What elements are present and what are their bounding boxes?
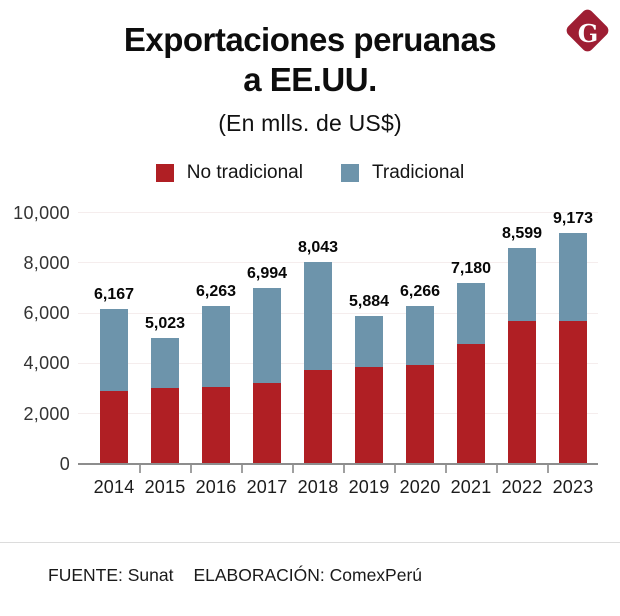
footer-divider	[0, 542, 620, 543]
x-axis-label: 2019	[348, 477, 390, 497]
bar-segment-no-tradicional	[304, 370, 332, 464]
bar-segment-tradicional	[151, 337, 179, 389]
bar-segment-tradicional	[406, 306, 434, 365]
bar-total-label: 7,180	[450, 260, 492, 278]
chart-legend: No tradicional Tradicional	[0, 162, 620, 184]
legend-item-tradicional: Tradicional	[340, 162, 465, 184]
gestion-logo: G	[563, 7, 613, 60]
source-text: FUENTE: Sunat	[48, 565, 174, 585]
bar-total-label: 6,167	[93, 285, 135, 303]
y-axis-label: 10,000	[13, 202, 70, 223]
x-axis-label: 2022	[501, 477, 543, 497]
gridline	[78, 262, 598, 264]
x-axis-label: 2021	[450, 477, 492, 497]
x-axis-tick	[291, 464, 294, 473]
gridline	[78, 413, 598, 415]
bar-segment-no-tradicional	[151, 388, 179, 464]
bar-segment-no-tradicional	[457, 343, 485, 464]
x-axis-label: 2016	[195, 477, 237, 497]
x-axis-label: 2015	[144, 477, 186, 497]
bar-segment-no-tradicional	[202, 386, 230, 464]
bar-total-label: 5,023	[144, 314, 186, 332]
bar-total-label: 8,043	[297, 238, 339, 256]
bar-segment-no-tradicional	[100, 391, 128, 464]
bar-segment-tradicional	[508, 247, 536, 322]
chart-subtitle: (En mlls. de US$)	[218, 110, 402, 136]
footer: FUENTE: Sunat ELABORACIÓN: ComexPerú	[48, 565, 422, 586]
bar-total-label: 6,263	[195, 283, 237, 301]
x-axis-tick	[546, 464, 549, 473]
x-axis-tick	[189, 464, 192, 473]
x-axis-tick	[342, 464, 345, 473]
bar-segment-no-tradicional	[355, 366, 383, 464]
x-axis-label: 2023	[552, 477, 594, 497]
elaboration-text: ELABORACIÓN: ComexPerú	[193, 565, 423, 585]
y-axis-label: 8,000	[23, 252, 70, 273]
bar-segment-tradicional	[559, 233, 587, 322]
bar-segment-tradicional	[304, 261, 332, 371]
bar-total-label: 9,173	[552, 210, 594, 228]
title-line-2: a EE.UU.	[243, 61, 377, 98]
x-axis-tick	[495, 464, 498, 473]
gridline	[78, 312, 598, 314]
x-axis-line	[78, 463, 598, 465]
bar-segment-tradicional	[355, 316, 383, 367]
y-axis-label: 6,000	[23, 303, 70, 324]
x-axis-tick	[393, 464, 396, 473]
bar-total-label: 8,599	[501, 224, 543, 242]
bar-segment-tradicional	[457, 283, 485, 344]
x-axis-label: 2018	[297, 477, 339, 497]
bar-segment-no-tradicional	[508, 321, 536, 464]
x-axis-tick	[444, 464, 447, 473]
logo-letter: G	[577, 18, 599, 48]
y-axis-label: 4,000	[23, 353, 70, 374]
x-axis-tick	[138, 464, 141, 473]
bar-segment-tradicional	[202, 306, 230, 387]
bar-total-label: 6,994	[246, 265, 288, 283]
bar-segment-no-tradicional	[559, 321, 587, 464]
x-axis-label: 2020	[399, 477, 441, 497]
bar-total-label: 6,266	[399, 283, 441, 301]
legend-swatch-no-tradicional-icon	[155, 164, 174, 182]
legend-swatch-tradicional-icon	[340, 164, 359, 182]
y-axis-label: 2,000	[23, 403, 70, 424]
page-title: Exportaciones peruanas a EE.UU.	[0, 20, 620, 100]
legend-item-no-tradicional: No tradicional	[155, 162, 303, 184]
legend-label-no-tradicional: No tradicional	[186, 162, 303, 183]
y-axis-label: 0	[59, 454, 70, 474]
bar-segment-tradicional	[100, 308, 128, 392]
bar-segment-no-tradicional	[406, 364, 434, 464]
bar-segment-no-tradicional	[253, 383, 281, 464]
gridline	[78, 212, 598, 213]
bar-total-label: 5,884	[348, 293, 390, 311]
x-axis-tick	[240, 464, 243, 473]
x-axis-label: 2017	[246, 477, 288, 497]
title-line-1: Exportaciones peruanas	[123, 21, 497, 58]
x-axis-label: 2014	[93, 477, 135, 497]
legend-label-tradicional: Tradicional	[371, 162, 465, 183]
gridline	[78, 362, 598, 364]
bar-segment-tradicional	[253, 288, 281, 383]
